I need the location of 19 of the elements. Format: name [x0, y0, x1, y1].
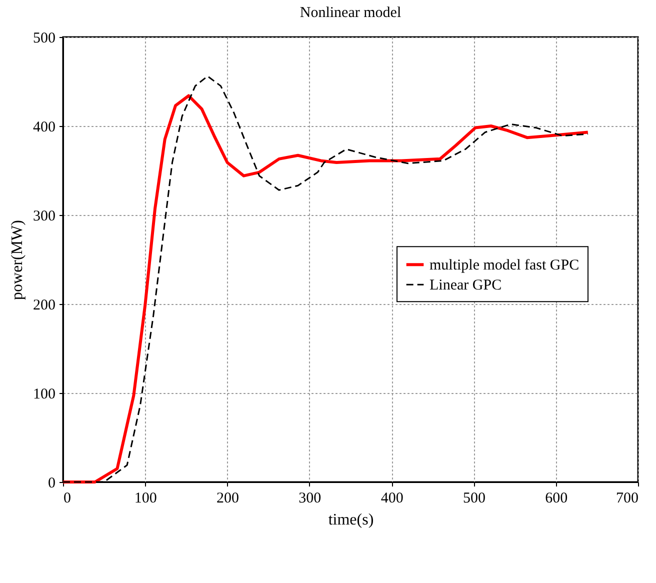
x-tick-label: 100: [134, 490, 157, 506]
x-tick-label: 500: [462, 490, 486, 506]
x-tick-label: 300: [298, 490, 322, 506]
y-tick-label: 500: [33, 30, 56, 46]
legend-label: Linear GPC: [430, 278, 502, 294]
chart-title: Nonlinear model: [300, 5, 402, 21]
y-axis-title: power(MW): [9, 220, 26, 300]
x-tick-label: 700: [616, 490, 638, 506]
y-tick-label: 300: [33, 208, 56, 224]
y-tick-label: 100: [33, 386, 56, 402]
y-tick-label: 400: [33, 120, 56, 136]
legend-label: multiple model fast GPC: [430, 258, 580, 274]
x-axis-title: time(s): [328, 512, 374, 528]
x-tick-label: 200: [216, 490, 240, 506]
x-tick-label: 600: [545, 490, 568, 506]
x-tick-label: 400: [380, 490, 404, 506]
y-tick-label: 0: [48, 476, 56, 492]
y-tick-label: 200: [33, 298, 56, 314]
x-tick-label: 0: [64, 490, 71, 506]
